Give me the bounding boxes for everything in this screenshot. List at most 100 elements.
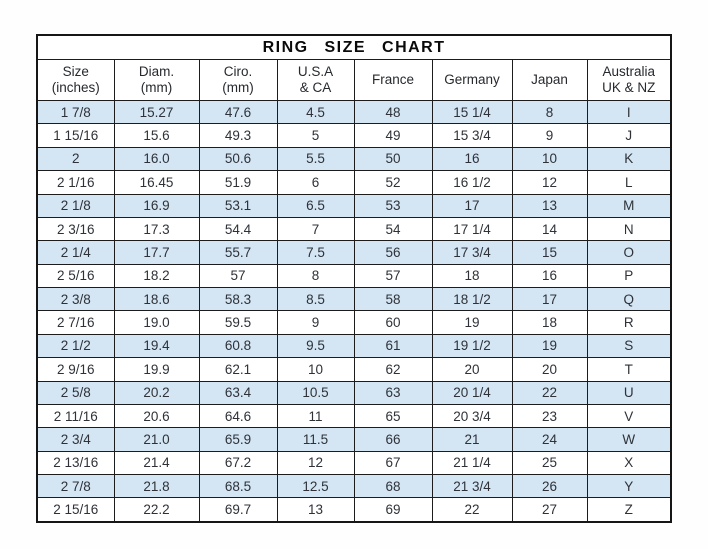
table-cell: Y [586,473,672,499]
table-row: 2 5/16 18.2 57 8 57 18 16 P [36,263,672,289]
table-cell: 64.6 [198,403,278,429]
table-cell: 2 7/8 [36,473,115,499]
table-cell: 22.2 [113,497,200,523]
table-row: 2 16.0 50.6 5.5 50 16 10 K [36,146,672,172]
table-cell: 19 [431,310,513,335]
table-cell: 16 [511,263,588,289]
table-cell: V [586,403,672,429]
table-cell: 2 1/16 [36,170,115,195]
table-row: 2 11/16 20.6 64.6 11 65 20 3/4 23 V [36,403,672,429]
table-cell: 2 7/16 [36,310,115,335]
table-cell: 19.9 [113,357,200,382]
table-cell: 57 [198,263,278,289]
header-row: Size (inches) Diam. (mm) Ciro. (mm) U.S.A & CA F… [36,59,672,101]
table-cell: 54.4 [198,216,278,242]
table-cell: 21 1/4 [431,450,513,476]
table-cell: 17 [431,193,513,218]
column-header-line2: & CA [299,80,332,95]
table-cell: 2 1/8 [36,193,115,218]
table-row: 2 1/8 16.9 53.1 6.5 53 17 13 M [36,193,672,218]
column-header-line1: Japan [531,72,568,88]
table-cell: S [586,333,672,359]
table-cell: 19.4 [113,333,200,359]
table-cell: 11.5 [276,427,355,452]
table-cell: 21 3/4 [431,473,513,499]
table-cell: 61 [353,333,433,359]
table-cell: 2 3/8 [36,286,115,312]
table-cell: 2 5/16 [36,263,115,289]
table-cell: 21.0 [113,427,200,452]
table-row: 2 15/16 22.2 69.7 13 69 22 27 Z [36,497,672,523]
table-cell: 62 [353,357,433,382]
table-cell: 17.7 [113,240,200,265]
table-cell: 48 [353,99,433,125]
table-cell: I [586,99,672,125]
table-cell: 13 [511,193,588,218]
table-cell: 13 [276,497,355,523]
table-row: 2 13/16 21.4 67.2 12 67 21 1/4 25 X [36,450,672,476]
table-row: 2 7/8 21.8 68.5 12.5 68 21 3/4 26 Y [36,473,672,499]
table-cell: 10.5 [276,380,355,405]
column-header-diam-: Diam. (mm) [113,59,200,101]
table-cell: 17 3/4 [431,240,513,265]
table-cell: 23 [511,403,588,429]
table-cell: 9 [511,123,588,148]
column-header-line1: Diam. [138,64,175,80]
table-cell: M [586,193,672,218]
table-cell: 56 [353,240,433,265]
table-row: 2 3/16 17.3 54.4 7 54 17 1/4 14 N [36,216,672,242]
table-cell: L [586,170,672,195]
table-cell: 2 11/16 [36,403,115,429]
table-row: 2 5/8 20.2 63.4 10.5 63 20 1/4 22 U [36,380,672,405]
table-cell: 16 [431,146,513,172]
table-cell: 47.6 [198,99,278,125]
column-header-australia: Australia UK & NZ [586,59,672,101]
table-cell: 51.9 [198,170,278,195]
table-cell: 18.2 [113,263,200,289]
table-cell: 2 9/16 [36,357,115,382]
table-cell: 15 1/4 [431,99,513,125]
table-cell: 8 [276,263,355,289]
table-cell: 10 [276,357,355,382]
table-cell: 65 [353,403,433,429]
column-header-japan: Japan [511,59,588,101]
table-cell: 20.6 [113,403,200,429]
table-cell: 58 [353,286,433,312]
table-cell: 8.5 [276,286,355,312]
table-cell: 22 [511,380,588,405]
table-cell: 12 [276,450,355,476]
column-header-ciro-: Ciro. (mm) [198,59,278,101]
table-cell: 12.5 [276,473,355,499]
table-cell: 26 [511,473,588,499]
table-cell: T [586,357,672,382]
table-cell: O [586,240,672,265]
table-cell: X [586,450,672,476]
table-cell: 16.45 [113,170,200,195]
table-cell: 67 [353,450,433,476]
table-cell: 69.7 [198,497,278,523]
table-cell: 2 13/16 [36,450,115,476]
table-cell: 6.5 [276,193,355,218]
table-cell: P [586,263,672,289]
table-cell: 17 1/4 [431,216,513,242]
table-cell: 4.5 [276,99,355,125]
table-cell: 25 [511,450,588,476]
table-row: 2 1/16 16.45 51.9 6 52 16 1/2 12 L [36,170,672,195]
ring-size-table: RING SIZE CHART Size (inches) Diam. (mm) Cir… [36,34,673,523]
table-cell: 7.5 [276,240,355,265]
column-header-france: France [353,59,433,101]
table-cell: 6 [276,170,355,195]
column-header-line2: (mm) [140,80,173,95]
table-cell: 1 15/16 [36,123,115,148]
chart-title: RING SIZE CHART [36,34,672,60]
table-cell: 2 [36,146,115,172]
table-cell: 10 [511,146,588,172]
table-cell: 19 1/2 [431,333,513,359]
table-cell: 1 7/8 [36,99,115,125]
table-cell: 18 1/2 [431,286,513,312]
table-cell: 19.0 [113,310,200,335]
ring-size-chart: RING SIZE CHART Size (inches) Diam. (mm) Cir… [36,34,673,523]
table-cell: 17 [511,286,588,312]
table-cell: 20 [511,357,588,382]
table-cell: 50 [353,146,433,172]
